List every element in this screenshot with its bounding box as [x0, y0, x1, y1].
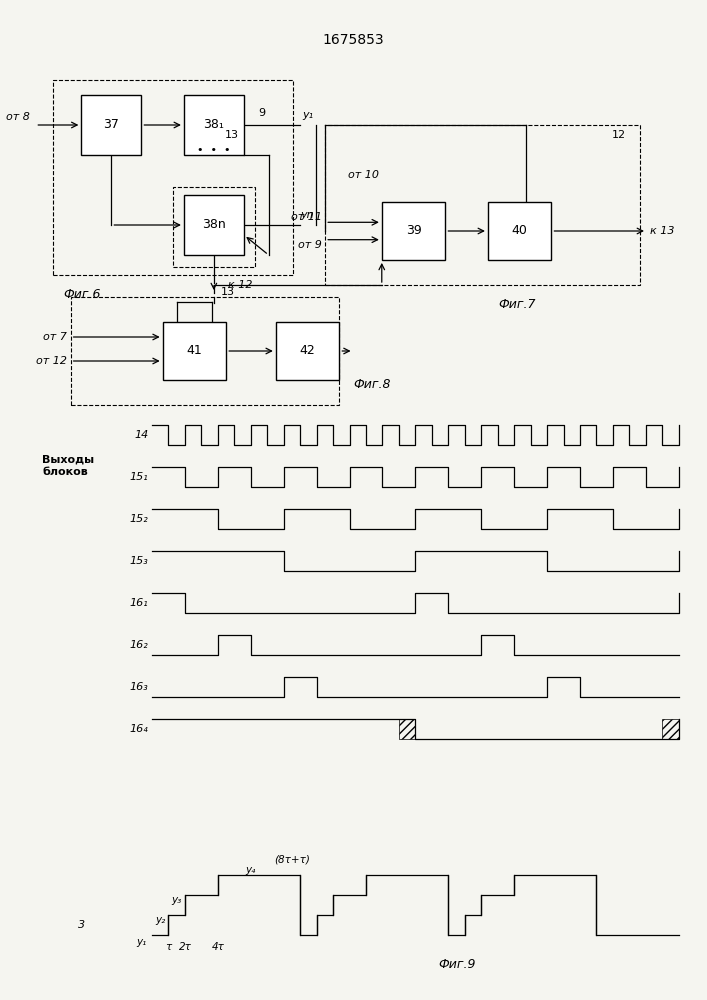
Text: (8τ+τ): (8τ+τ) [274, 854, 310, 864]
Text: 41: 41 [187, 344, 202, 358]
Bar [81, 95, 141, 155]
Text: от 10: от 10 [348, 170, 379, 180]
Text: от 11: от 11 [291, 212, 322, 222]
Text: Фиг.8: Фиг.8 [354, 378, 391, 391]
Text: 13: 13 [225, 130, 238, 140]
Text: 37: 37 [103, 118, 119, 131]
Text: yn: yn [300, 210, 315, 220]
Text: 3: 3 [78, 920, 85, 930]
Text: y₄: y₄ [245, 865, 256, 875]
Bar [71, 297, 339, 405]
Text: 40: 40 [512, 225, 527, 237]
Text: •  •  •: • • • [197, 145, 230, 155]
Text: к 13: к 13 [650, 226, 675, 236]
Text: 15₂: 15₂ [129, 514, 148, 524]
Text: y₃: y₃ [172, 895, 182, 905]
Text: 13: 13 [221, 287, 235, 297]
Text: к 12: к 12 [228, 280, 252, 290]
Text: y₁: y₁ [136, 937, 146, 947]
Bar [276, 322, 339, 380]
Text: 42: 42 [300, 344, 315, 358]
Bar [325, 125, 640, 285]
Text: от 12: от 12 [36, 356, 67, 366]
Bar [399, 719, 416, 739]
Text: τ: τ [165, 942, 172, 952]
Text: 16₂: 16₂ [129, 640, 148, 650]
Bar [184, 95, 244, 155]
Text: 1675853: 1675853 [322, 33, 385, 47]
Text: 12: 12 [612, 130, 626, 140]
Text: Фиг.7: Фиг.7 [498, 298, 536, 312]
Text: 2τ: 2τ [178, 942, 192, 952]
Text: Выходы
блоков: Выходы блоков [42, 455, 95, 477]
Text: 15₁: 15₁ [129, 472, 148, 482]
Bar [184, 195, 244, 255]
Text: 15₃: 15₃ [129, 556, 148, 566]
Text: 4τ: 4τ [211, 942, 224, 952]
Bar [488, 202, 551, 260]
Bar [382, 202, 445, 260]
Text: y₁: y₁ [302, 110, 313, 120]
Text: 38₁: 38₁ [204, 118, 224, 131]
Text: Фиг.9: Фиг.9 [438, 958, 476, 972]
Text: Фиг.6: Фиг.6 [64, 288, 101, 302]
Text: от 8: от 8 [6, 112, 30, 122]
Text: 16₄: 16₄ [129, 724, 148, 734]
Bar [53, 80, 293, 275]
Text: 16₁: 16₁ [129, 598, 148, 608]
Text: 9: 9 [258, 108, 265, 118]
Text: 38n: 38n [202, 219, 226, 232]
Bar [662, 719, 679, 739]
Bar [173, 187, 255, 267]
Text: 14: 14 [134, 430, 148, 440]
Bar [163, 322, 226, 380]
Text: y₂: y₂ [155, 915, 165, 925]
Text: 16₃: 16₃ [129, 682, 148, 692]
Text: от 7: от 7 [43, 332, 67, 342]
Text: 39: 39 [406, 225, 421, 237]
Text: от 9: от 9 [298, 240, 322, 250]
